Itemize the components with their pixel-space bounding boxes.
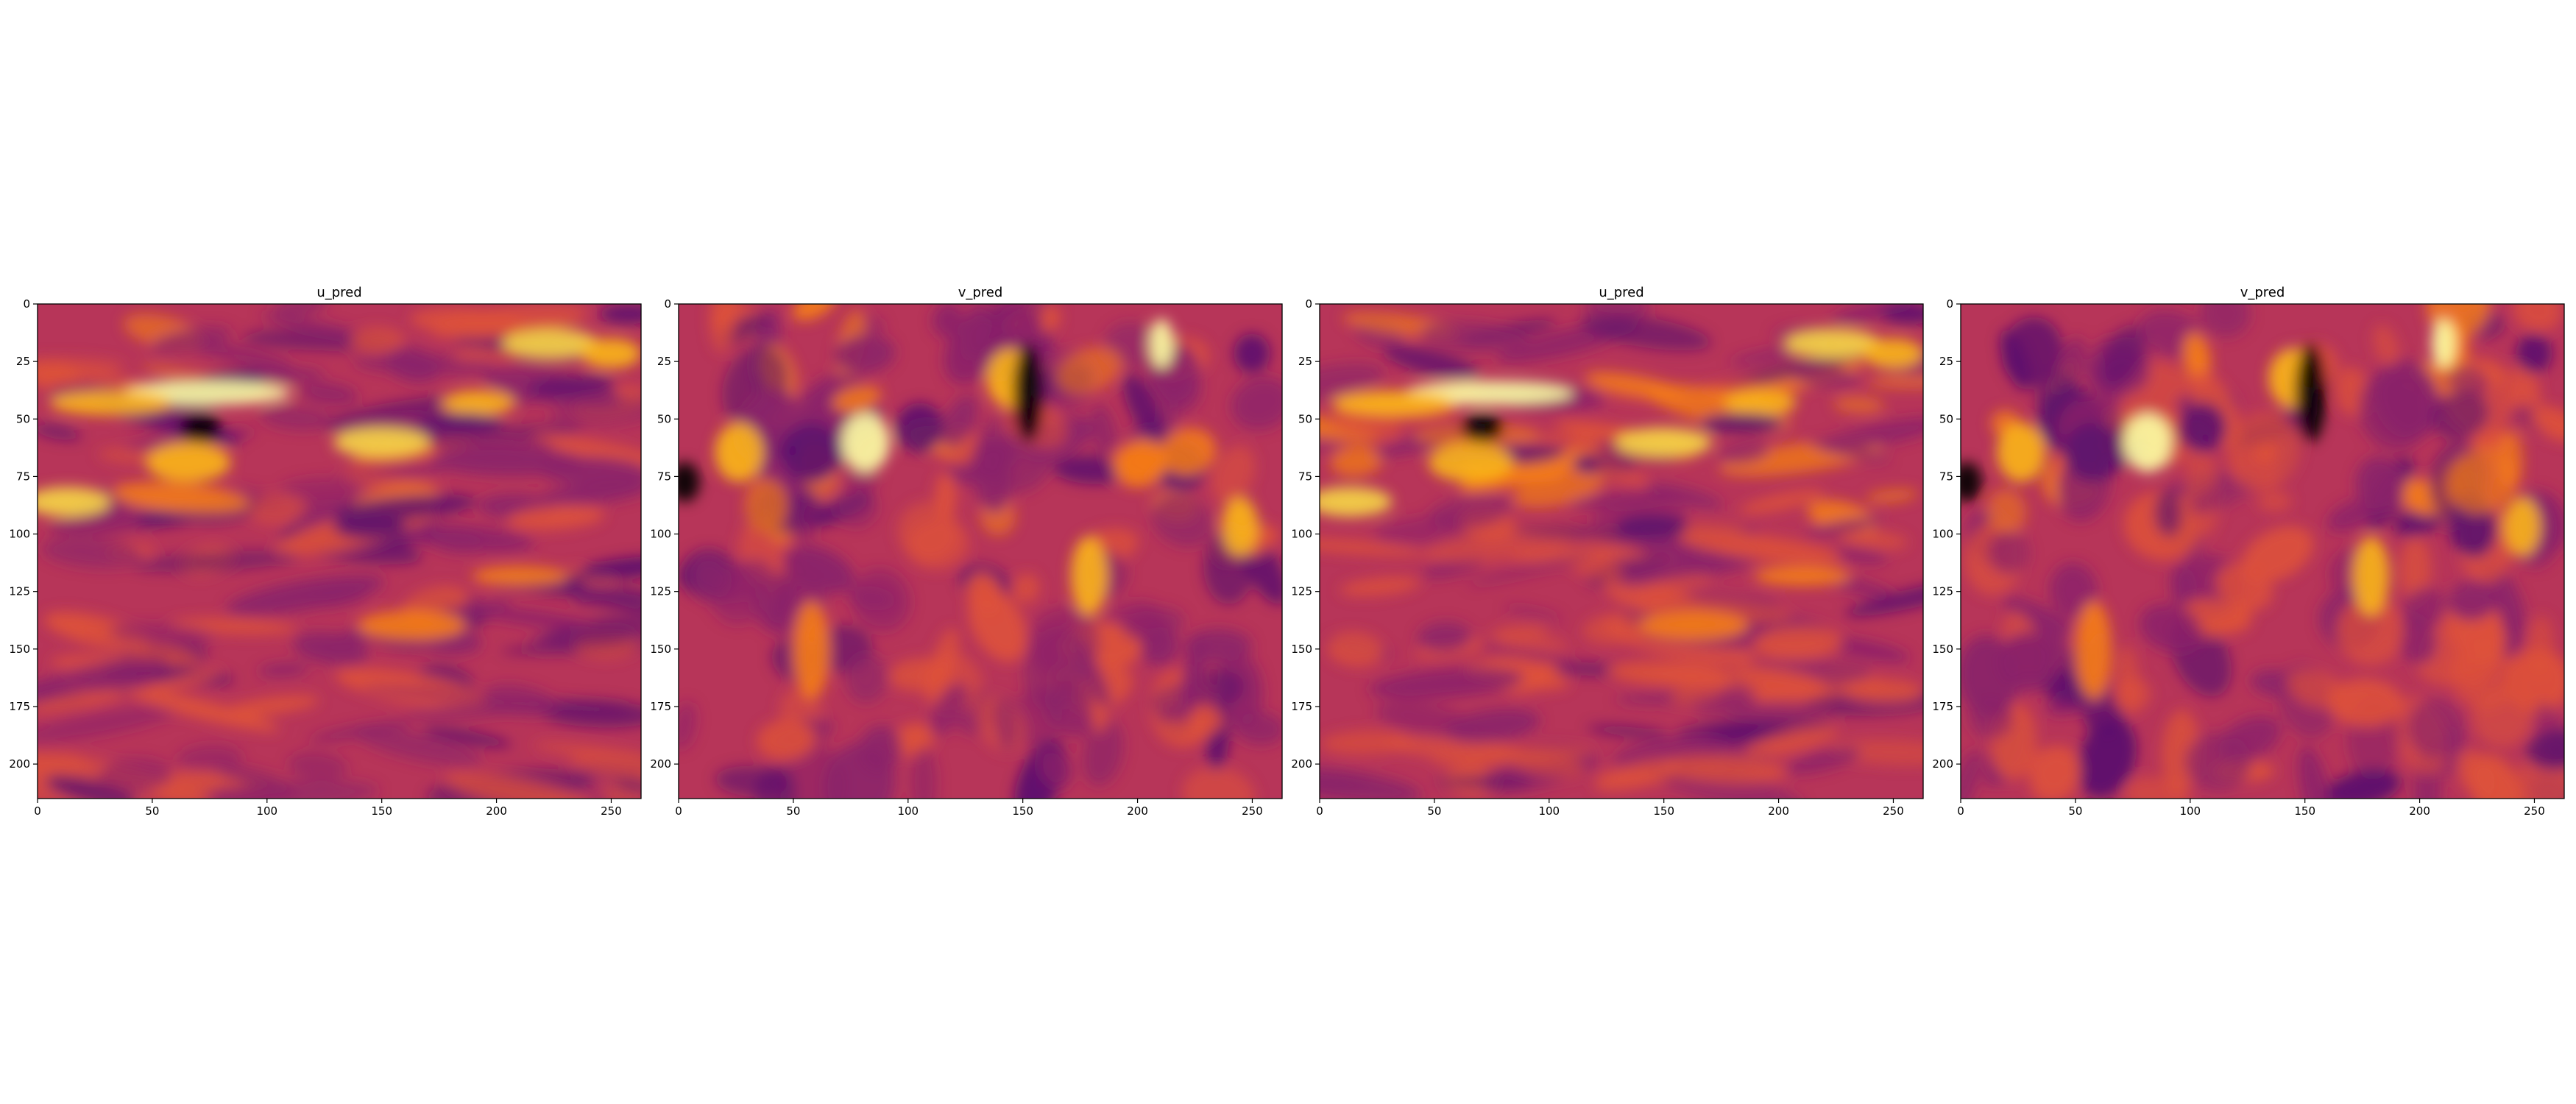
panel-3-ytick-label-0: 0	[1305, 297, 1312, 311]
panel-3-ytick-label-7: 175	[1291, 700, 1312, 713]
panel-3-ytick-label-3: 75	[1298, 470, 1312, 483]
panel-1-frame	[37, 303, 642, 799]
panel-2-xtick-label-1: 50	[786, 804, 800, 818]
panel-4-ytick-label-1: 25	[1939, 355, 1953, 368]
panel-2-ytick-label-5: 125	[650, 585, 671, 598]
panel-3-ytick-label-2: 50	[1298, 412, 1312, 425]
panel-3-xtick-label-0: 0	[1316, 804, 1323, 818]
panel-1-ytick-label-1: 25	[16, 355, 30, 368]
panel-1-ytick-label-8: 200	[9, 757, 30, 771]
panel-3-ytick-label-4: 100	[1291, 528, 1312, 541]
panel-4-ytick-label-5: 125	[1932, 585, 1953, 598]
panel-3-xtick-label-1: 50	[1427, 804, 1441, 818]
panel-3-xtick-label-3: 150	[1653, 804, 1674, 818]
panel-4-xtick-label-4: 200	[2409, 804, 2430, 818]
panel-4-title: v_pred	[2240, 285, 2285, 300]
panel-2-xtick-label-0: 0	[675, 804, 682, 818]
panel-2-xtick-label-2: 100	[897, 804, 919, 818]
panel-4: v_pred 0 50 100 150 200 250 0 25 50 75 100 125 150 175…	[1932, 285, 2565, 818]
panel-4-heatmap	[1961, 304, 2564, 799]
panel-3-frame	[1319, 303, 1924, 799]
panel-3-ytick-label-6: 150	[1291, 643, 1312, 656]
panel-1-xtick-label-5: 250	[601, 804, 622, 818]
panel-2: v_pred 0 50 100 150 200 250 0 25 50 75 100 125 150 175…	[650, 285, 1283, 818]
panel-3-heatmap	[1320, 304, 1923, 799]
panel-2-ytick-label-8: 200	[650, 757, 671, 771]
panel-1-xtick-label-0: 0	[34, 804, 41, 818]
panel-3: u_pred 0 50 100 150 200 250 0 25 50 75 100 125 150 175…	[1291, 285, 1924, 818]
panel-4-frame	[1960, 303, 2565, 799]
panel-4-ytick-label-7: 175	[1932, 700, 1953, 713]
panel-2-xtick-label-4: 200	[1127, 804, 1148, 818]
panel-1-xtick-label-2: 100	[256, 804, 277, 818]
panel-3-xtick-label-4: 200	[1768, 804, 1789, 818]
panel-4-ytick-label-3: 75	[1939, 470, 1953, 483]
panel-4-xtick-label-1: 50	[2068, 804, 2082, 818]
panel-4-xtick-label-0: 0	[1957, 804, 1964, 818]
panel-2-frame	[678, 303, 1283, 799]
panel-3-ytick-label-8: 200	[1291, 757, 1312, 771]
panel-4-ytick-label-6: 150	[1932, 643, 1953, 656]
panel-2-xtick-label-3: 150	[1012, 804, 1033, 818]
panel-1-title: u_pred	[316, 285, 361, 300]
panel-3-xtick-label-2: 100	[1538, 804, 1560, 818]
panel-1: u_pred 0 50 100 150 200 250 0 25 50 75 100 125 150 175…	[9, 285, 642, 818]
panel-4-xtick-label-2: 100	[2179, 804, 2201, 818]
panel-2-ytick-label-1: 25	[657, 355, 671, 368]
panel-1-ytick-label-7: 175	[9, 700, 30, 713]
panel-1-ytick-label-6: 150	[9, 643, 30, 656]
panel-4-ytick-label-8: 200	[1932, 757, 1953, 771]
panel-2-title: v_pred	[958, 285, 1003, 300]
panel-3-ytick-label-1: 25	[1298, 355, 1312, 368]
panel-1-xtick-label-3: 150	[371, 804, 392, 818]
panel-1-xtick-label-4: 200	[486, 804, 507, 818]
panel-2-xtick-label-5: 250	[1242, 804, 1263, 818]
panel-3-ytick-label-5: 125	[1291, 585, 1312, 598]
panel-1-ytick-label-0: 0	[23, 297, 30, 311]
panel-4-xtick-label-5: 250	[2524, 804, 2545, 818]
panel-1-ytick-label-2: 50	[16, 412, 30, 425]
panel-2-ytick-label-3: 75	[657, 470, 671, 483]
panel-1-ytick-label-4: 100	[9, 528, 30, 541]
panel-3-xtick-label-5: 250	[1883, 804, 1904, 818]
panel-2-heatmap	[679, 304, 1282, 799]
panel-4-ytick-label-4: 100	[1932, 528, 1953, 541]
panel-2-ytick-label-2: 50	[657, 412, 671, 425]
panel-4-ytick-label-2: 50	[1939, 412, 1953, 425]
panel-2-ytick-label-6: 150	[650, 643, 671, 656]
panel-1-ytick-label-5: 125	[9, 585, 30, 598]
panel-1-heatmap	[38, 304, 641, 799]
panel-4-ytick-label-0: 0	[1946, 297, 1953, 311]
panel-1-xtick-label-1: 50	[145, 804, 159, 818]
panel-1-ytick-label-3: 75	[16, 470, 30, 483]
panel-2-ytick-label-7: 175	[650, 700, 671, 713]
panel-2-ytick-label-4: 100	[650, 528, 671, 541]
panel-2-ytick-label-0: 0	[664, 297, 671, 311]
panel-3-title: u_pred	[1599, 285, 1643, 300]
panel-4-xtick-label-3: 150	[2294, 804, 2315, 818]
